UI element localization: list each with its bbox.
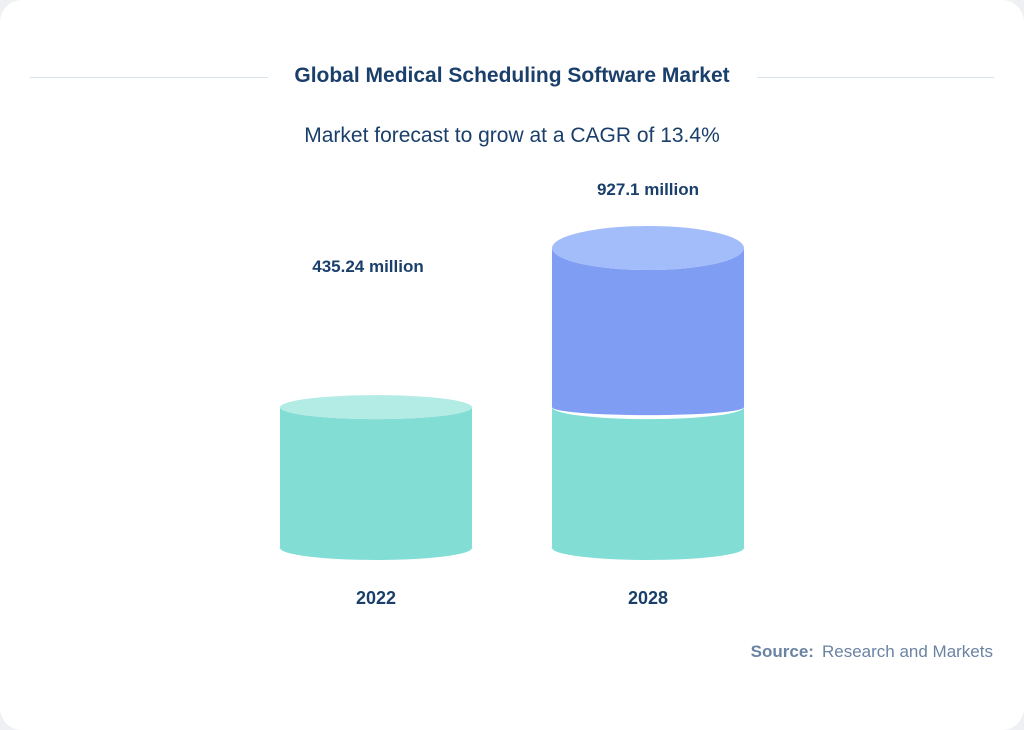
x-tick-2028: 2028: [627, 588, 669, 608]
data-label-2028: 927.1 million: [596, 180, 700, 199]
x-tick-2022: 2022: [355, 588, 397, 608]
cylinder-2022-top: [280, 395, 472, 420]
chart-title: Global Medical Scheduling Software Marke…: [294, 64, 730, 87]
cylinder-2028-top: [552, 226, 744, 270]
source-note: Source: Research and Markets: [751, 642, 993, 662]
source-label: Source:: [750, 642, 814, 661]
source-value: Research and Markets: [821, 642, 993, 661]
data-label-2022: 435.24 million: [312, 257, 424, 277]
cylinder-2028-growth-segment: [552, 248, 744, 416]
title-rule-left: [30, 77, 268, 78]
title-rule-right: [757, 77, 994, 78]
chart-subtitle: Market forecast to grow at a CAGR of 13.…: [304, 124, 720, 147]
cylinder-2022-body: [280, 407, 472, 560]
cylinder-2028-base-segment: [552, 407, 744, 560]
